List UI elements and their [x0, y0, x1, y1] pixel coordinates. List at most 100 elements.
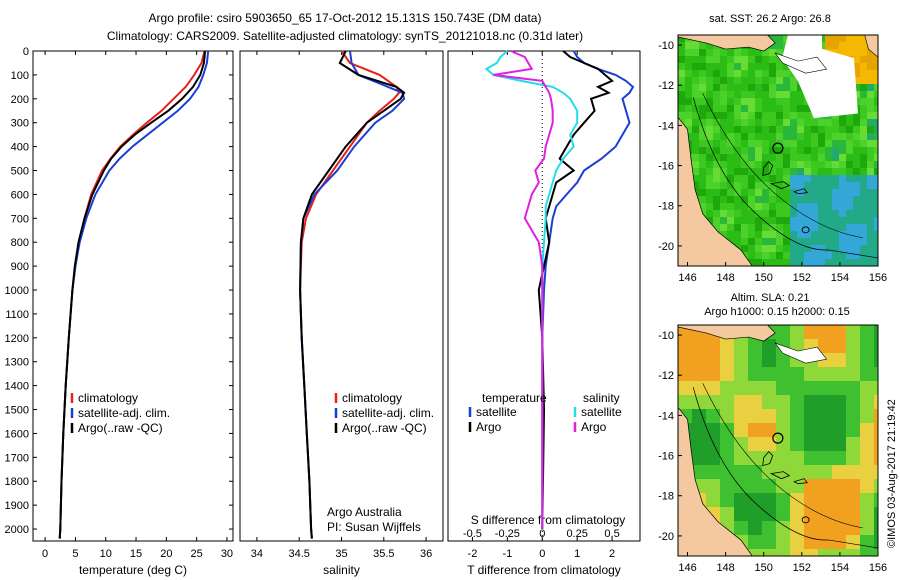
argo-position-marker	[772, 432, 784, 444]
top-tick-label: -0.25	[495, 528, 520, 540]
map-x-tick-label: 156	[869, 562, 887, 574]
figure-title-line2: Climatology: CARS2009. Satellite-adjuste…	[107, 29, 583, 43]
contour-line	[692, 97, 878, 259]
y-tick-label: 800	[11, 237, 29, 249]
x-axis-label: salinity	[323, 563, 360, 577]
credit-text: ©IMOS 03-Aug-2017 21:19:42	[886, 399, 898, 548]
temperature-panel: 0 5 10 15 20 25 300100200300400500600700800900…	[5, 46, 234, 577]
y-tick-label: 1900	[5, 500, 29, 512]
annotation-line2: PI: Susan Wijffels	[327, 520, 421, 534]
x-tick-label: 1	[574, 548, 580, 560]
top-tick-label: -0.5	[463, 528, 482, 540]
series-s-argo	[493, 50, 554, 529]
legend-label: Argo(..raw -QC)	[342, 421, 427, 435]
reef	[770, 471, 791, 480]
y-tick-label: 1600	[5, 428, 29, 440]
series-argo-raw-qc-	[58, 50, 207, 539]
map-y-tick-label: -10	[658, 330, 674, 342]
x-tick-label: 0	[42, 548, 48, 560]
map-y-tick-label: -16	[658, 451, 674, 463]
y-tick-label: 900	[11, 261, 29, 273]
map-y-tick-label: -20	[658, 531, 674, 543]
legend-label: satellite-adj. clim.	[78, 406, 170, 420]
series-t-satellite	[541, 50, 635, 529]
legend-label: climatology	[342, 391, 402, 405]
legend-label: Argo	[581, 420, 607, 434]
reef	[793, 188, 808, 195]
reef	[762, 160, 774, 177]
map-frame	[677, 324, 879, 557]
legend-label: Argo	[476, 420, 502, 434]
y-tick-label: 1400	[5, 381, 29, 393]
y-tick-label: 300	[11, 118, 29, 130]
x-tick-label: 0	[539, 548, 545, 560]
annotation-line1: Argo Australia	[327, 505, 402, 519]
x-tick-label: 34.5	[288, 548, 309, 560]
difference-panel: -2 -1 0 1 2 T difference from climatology -0.5…	[447, 50, 641, 577]
x-tick-label: 20	[160, 548, 172, 560]
figure-title-line1: Argo profile: csiro 5903650_65 17-Oct-20…	[149, 11, 542, 25]
x-tick-label: 15	[130, 548, 142, 560]
sla-map-panel: Altim. SLA: 0.21 Argo h1000: 0.15 h2000: …	[658, 292, 887, 574]
contour-line	[692, 387, 878, 549]
y-tick-label: 100	[11, 70, 29, 82]
legend-label: satellite	[476, 405, 517, 419]
land-australia	[678, 116, 753, 266]
legend-label: satellite	[581, 405, 622, 419]
sst-map-title: sat. SST: 26.2 Argo: 26.8	[709, 13, 831, 25]
y-tick-label: 1000	[5, 285, 29, 297]
y-tick-label: 1100	[5, 309, 29, 321]
no-data-region	[782, 35, 858, 119]
y-tick-label: 200	[11, 94, 29, 106]
top-tick-label: 0.25	[566, 528, 587, 540]
x-tick-label: -1	[502, 548, 512, 560]
x-axis-label: T difference from climatology	[467, 563, 621, 577]
legend-label: satellite-adj. clim.	[342, 406, 434, 420]
reef	[793, 478, 808, 485]
x-tick-label: -2	[468, 548, 478, 560]
salinity-panel: 34 34.5 35 35.5 36 salinity climatologysatelli…	[239, 50, 444, 577]
reef	[801, 516, 810, 524]
y-tick-label: 0	[23, 46, 29, 58]
map-x-tick-label: 146	[678, 562, 696, 574]
legend-title-salinity: salinity	[583, 391, 620, 405]
map-y-tick-label: -18	[658, 491, 674, 503]
x-tick-label: 2	[609, 548, 615, 560]
map-x-tick-label: 154	[831, 272, 849, 284]
y-tick-label: 2000	[5, 524, 29, 536]
map-y-tick-label: -14	[658, 120, 674, 132]
x-tick-label: 35.5	[373, 548, 394, 560]
plot-frame	[32, 50, 234, 542]
map-y-tick-label: -12	[658, 370, 674, 382]
map-y-tick-label: -14	[658, 410, 674, 422]
top-axis-label: S difference from climatology	[471, 513, 626, 527]
y-tick-label: 1200	[5, 333, 29, 345]
y-tick-label: 400	[11, 142, 29, 154]
argo-position-marker	[772, 142, 784, 154]
map-x-tick-label: 154	[831, 562, 849, 574]
reef	[762, 450, 774, 467]
x-tick-label: 35	[335, 548, 347, 560]
series-argo-raw-qc-	[299, 50, 406, 539]
reef	[770, 181, 791, 190]
map-x-tick-label: 152	[793, 562, 811, 574]
map-y-tick-label: -16	[658, 161, 674, 173]
legend-label: climatology	[78, 391, 138, 405]
reef	[801, 226, 810, 234]
y-tick-label: 500	[11, 166, 29, 178]
top-tick-label: 0	[539, 528, 545, 540]
x-tick-label: 5	[72, 548, 78, 560]
islands	[774, 52, 828, 74]
map-frame	[677, 34, 879, 267]
contour-line	[702, 383, 863, 529]
x-axis-label: temperature (deg C)	[79, 563, 187, 577]
y-tick-label: 1300	[5, 357, 29, 369]
land-png	[678, 325, 776, 342]
land-png	[678, 35, 776, 52]
map-x-tick-label: 150	[755, 562, 773, 574]
legend-label: Argo(..raw -QC)	[78, 421, 163, 435]
y-tick-label: 1800	[5, 476, 29, 488]
top-tick-label: 0.5	[604, 528, 619, 540]
map-y-tick-label: -18	[658, 201, 674, 213]
